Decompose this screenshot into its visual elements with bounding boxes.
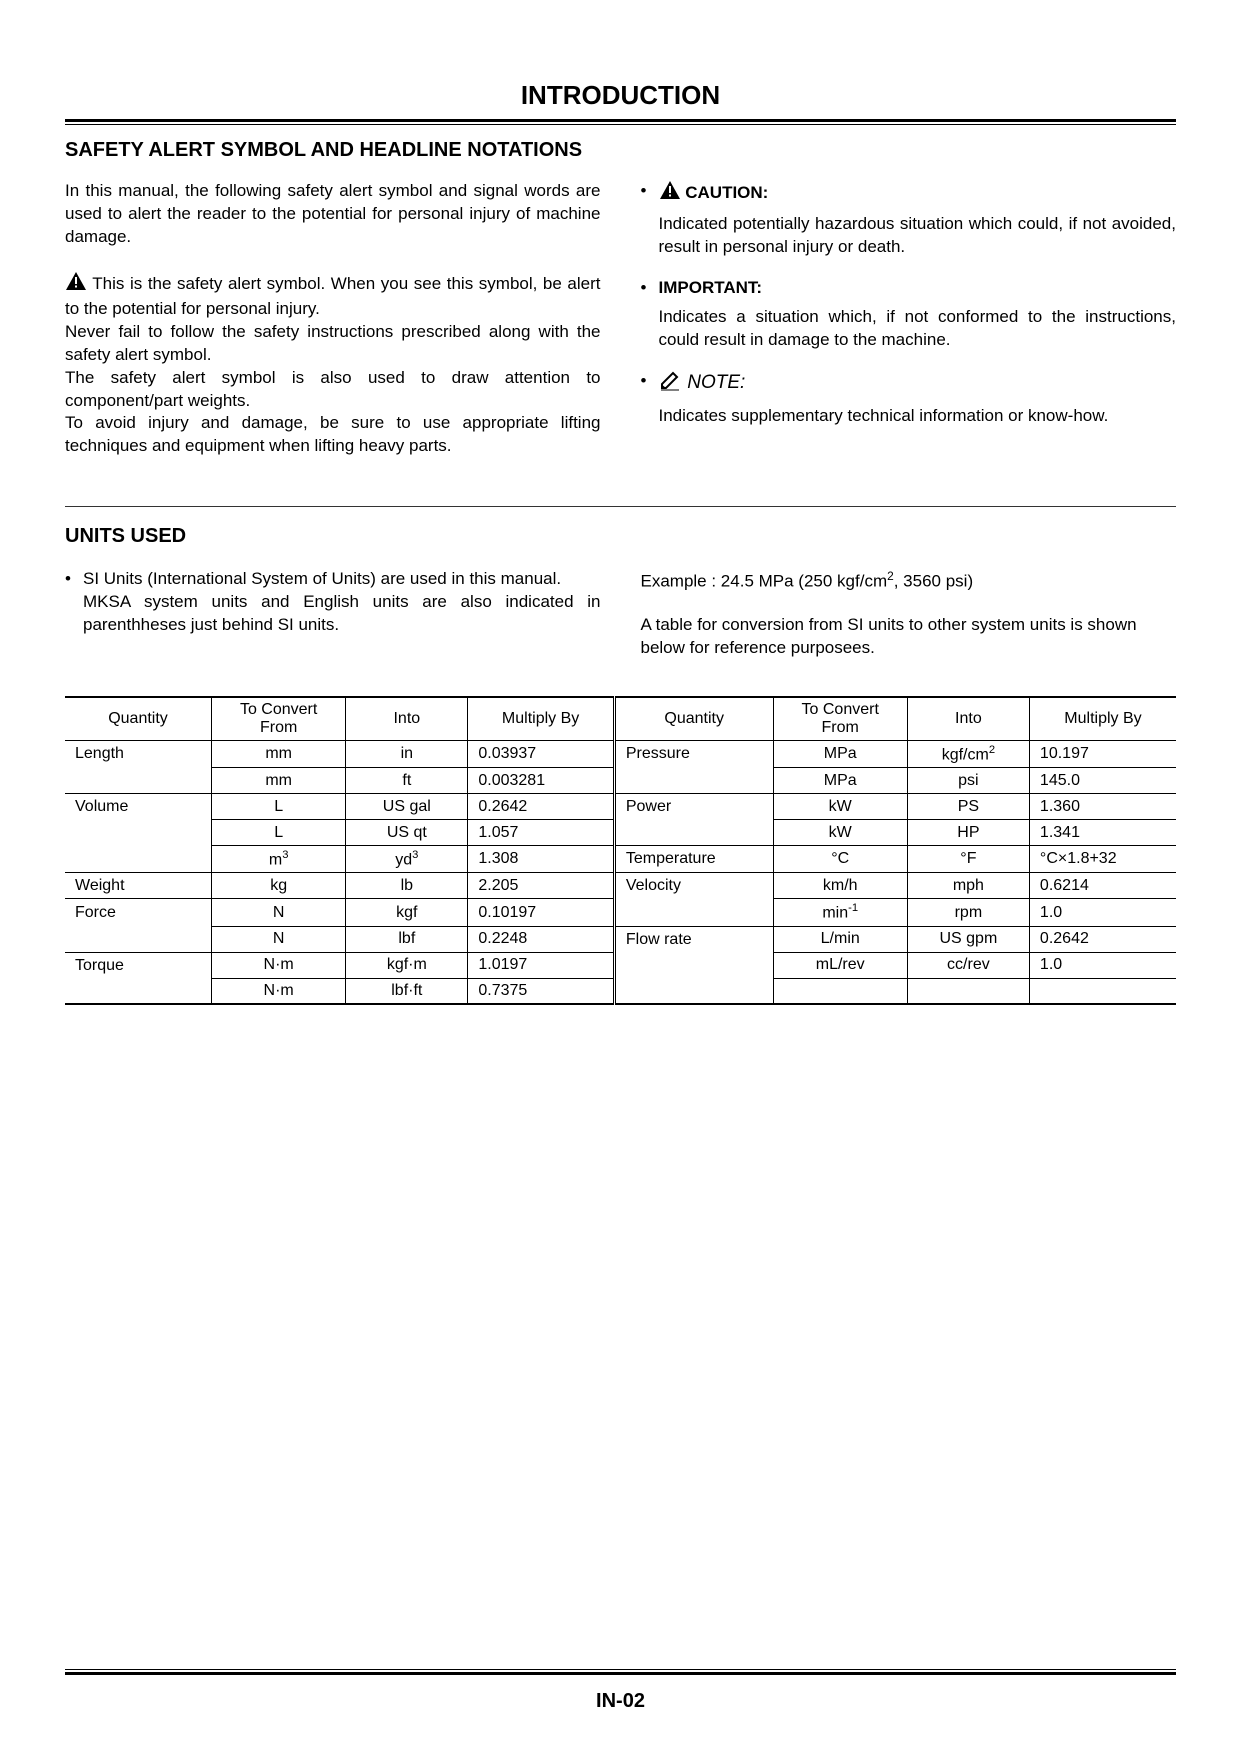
table-row: ForceNkgf0.10197min-1rpm1.0: [65, 899, 1176, 926]
safety-right-col: • CAUTION: Indicated potentially hazardo…: [641, 180, 1177, 458]
page-number: IN-02: [0, 1690, 1241, 1713]
page-title: INTRODUCTION: [65, 80, 1176, 111]
footer-rule: [65, 1669, 1176, 1675]
alert-para-2: Never fail to follow the safety instruct…: [65, 321, 601, 367]
important-label: IMPORTANT:: [659, 278, 763, 297]
th-mul-l: Multiply By: [468, 697, 615, 741]
units-example: Example : 24.5 MPa (250 kgf/cm2, 3560 ps…: [641, 568, 1177, 594]
bullet-dot: •: [641, 180, 659, 207]
table-row: Lengthmmin0.03937PressureMPakgf/cm210.19…: [65, 740, 1176, 767]
caution-item: • CAUTION:: [641, 180, 1177, 207]
th-from-r: To Convert From: [773, 697, 907, 741]
alert-para-4: To avoid injury and damage, be sure to u…: [65, 412, 601, 458]
units-bullet-2: MKSA system units and English units are …: [83, 592, 601, 634]
note-text: Indicates supplementary technical inform…: [659, 405, 1177, 428]
table-row: TorqueN·mkgf·m1.0197mL/revcc/rev1.0: [65, 952, 1176, 978]
units-table-intro: A table for conversion from SI units to …: [641, 614, 1177, 660]
pencil-note-icon: [659, 370, 683, 399]
table-row: Nlbf0.2248Flow rateL/minUS gpm0.2642: [65, 926, 1176, 952]
bullet-dot: •: [641, 277, 659, 300]
units-columns: • SI Units (International System of Unit…: [65, 568, 1176, 659]
conversion-table: Quantity To Convert From Into Multiply B…: [65, 696, 1176, 1005]
section-divider: [65, 506, 1176, 507]
units-right-col: Example : 24.5 MPa (250 kgf/cm2, 3560 ps…: [641, 568, 1177, 659]
alert-para-3: The safety alert symbol is also used to …: [65, 367, 601, 413]
th-into-l: Into: [346, 697, 468, 741]
table-row: mmft0.003281MPapsi145.0: [65, 768, 1176, 794]
caution-label: CAUTION:: [685, 183, 768, 202]
safety-heading: SAFETY ALERT SYMBOL AND HEADLINE NOTATIO…: [65, 139, 585, 162]
units-heading: UNITS USED: [65, 525, 1176, 548]
important-item: • IMPORTANT:: [641, 277, 1177, 300]
note-label: NOTE:: [687, 372, 745, 393]
alert-para-1: This is the safety alert symbol. When yo…: [65, 274, 601, 318]
th-quantity-l: Quantity: [65, 697, 212, 741]
warning-triangle-icon: [65, 271, 87, 298]
th-mul-r: Multiply By: [1029, 697, 1176, 741]
safety-left-col: In this manual, the following safety ale…: [65, 180, 601, 458]
th-quantity-r: Quantity: [614, 697, 773, 741]
important-text: Indicates a situation which, if not conf…: [659, 306, 1177, 352]
safety-alert-block: This is the safety alert symbol. When yo…: [65, 271, 601, 321]
table-row: m3yd31.308Temperature°C°F°C×1.8+32: [65, 846, 1176, 873]
th-from-l: To Convert From: [212, 697, 346, 741]
table-row: N·mlbf·ft0.7375: [65, 978, 1176, 1004]
caution-text: Indicated potentially hazardous situatio…: [659, 213, 1177, 259]
bullet-dot: •: [65, 568, 83, 637]
safety-columns: In this manual, the following safety ale…: [65, 180, 1176, 458]
title-rule: [65, 119, 1176, 125]
warning-triangle-icon: [659, 180, 681, 207]
th-into-r: Into: [907, 697, 1029, 741]
table-row: LUS qt1.057kWHP1.341: [65, 820, 1176, 846]
table-row: Weightkglb2.205Velocitykm/hmph0.6214: [65, 873, 1176, 899]
safety-intro: In this manual, the following safety ale…: [65, 180, 601, 249]
table-row: VolumeLUS gal0.2642PowerkWPS1.360: [65, 794, 1176, 820]
units-left-col: • SI Units (International System of Unit…: [65, 568, 601, 659]
conversion-table-wrap: Quantity To Convert From Into Multiply B…: [65, 696, 1176, 1005]
bullet-dot: •: [641, 370, 659, 399]
note-item: • NOTE:: [641, 370, 1177, 399]
table-header-row: Quantity To Convert From Into Multiply B…: [65, 697, 1176, 741]
units-bullet: • SI Units (International System of Unit…: [65, 568, 601, 637]
units-bullet-1: SI Units (International System of Units)…: [83, 569, 561, 588]
